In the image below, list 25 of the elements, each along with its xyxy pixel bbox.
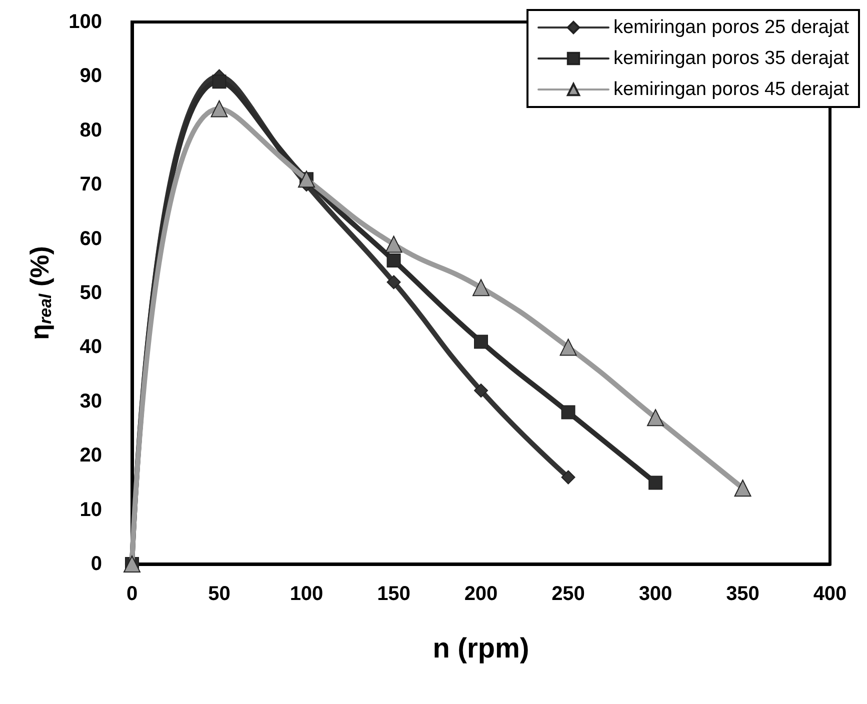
legend-label: kemiringan poros 35 derajat (613, 48, 850, 69)
y-tick-label: 70 (80, 174, 102, 196)
x-tick-label: 300 (638, 583, 672, 605)
y-tick-label: 10 (80, 498, 102, 521)
x-tick-label: 250 (552, 583, 585, 605)
y-tick-label: 40 (80, 336, 102, 358)
y-tick-label: 100 (68, 11, 102, 33)
x-tick-label: 100 (290, 583, 324, 605)
x-axis-title: n (rpm) (432, 632, 530, 664)
x-tick-label: 350 (726, 583, 760, 605)
x-tick-label: 0 (126, 583, 138, 605)
x-tick-label: 50 (208, 583, 230, 605)
y-tick-label: 60 (80, 228, 102, 250)
x-tick-label: 150 (377, 583, 410, 605)
legend-label: kemiringan poros 25 derajat (613, 17, 850, 38)
y-tick-label: 20 (80, 444, 102, 467)
y-tick-label: 80 (80, 119, 102, 142)
x-tick-label: 400 (813, 583, 847, 605)
legend-label: kemiringan poros 45 derajat (613, 79, 850, 100)
y-tick-label: 30 (80, 390, 102, 412)
x-tick-label: 200 (464, 583, 498, 605)
y-tick-label: 50 (80, 282, 102, 304)
y-axis-title: ηreal (%) (24, 246, 55, 340)
y-tick-label: 90 (80, 65, 102, 88)
y-tick-label: 0 (90, 553, 102, 575)
